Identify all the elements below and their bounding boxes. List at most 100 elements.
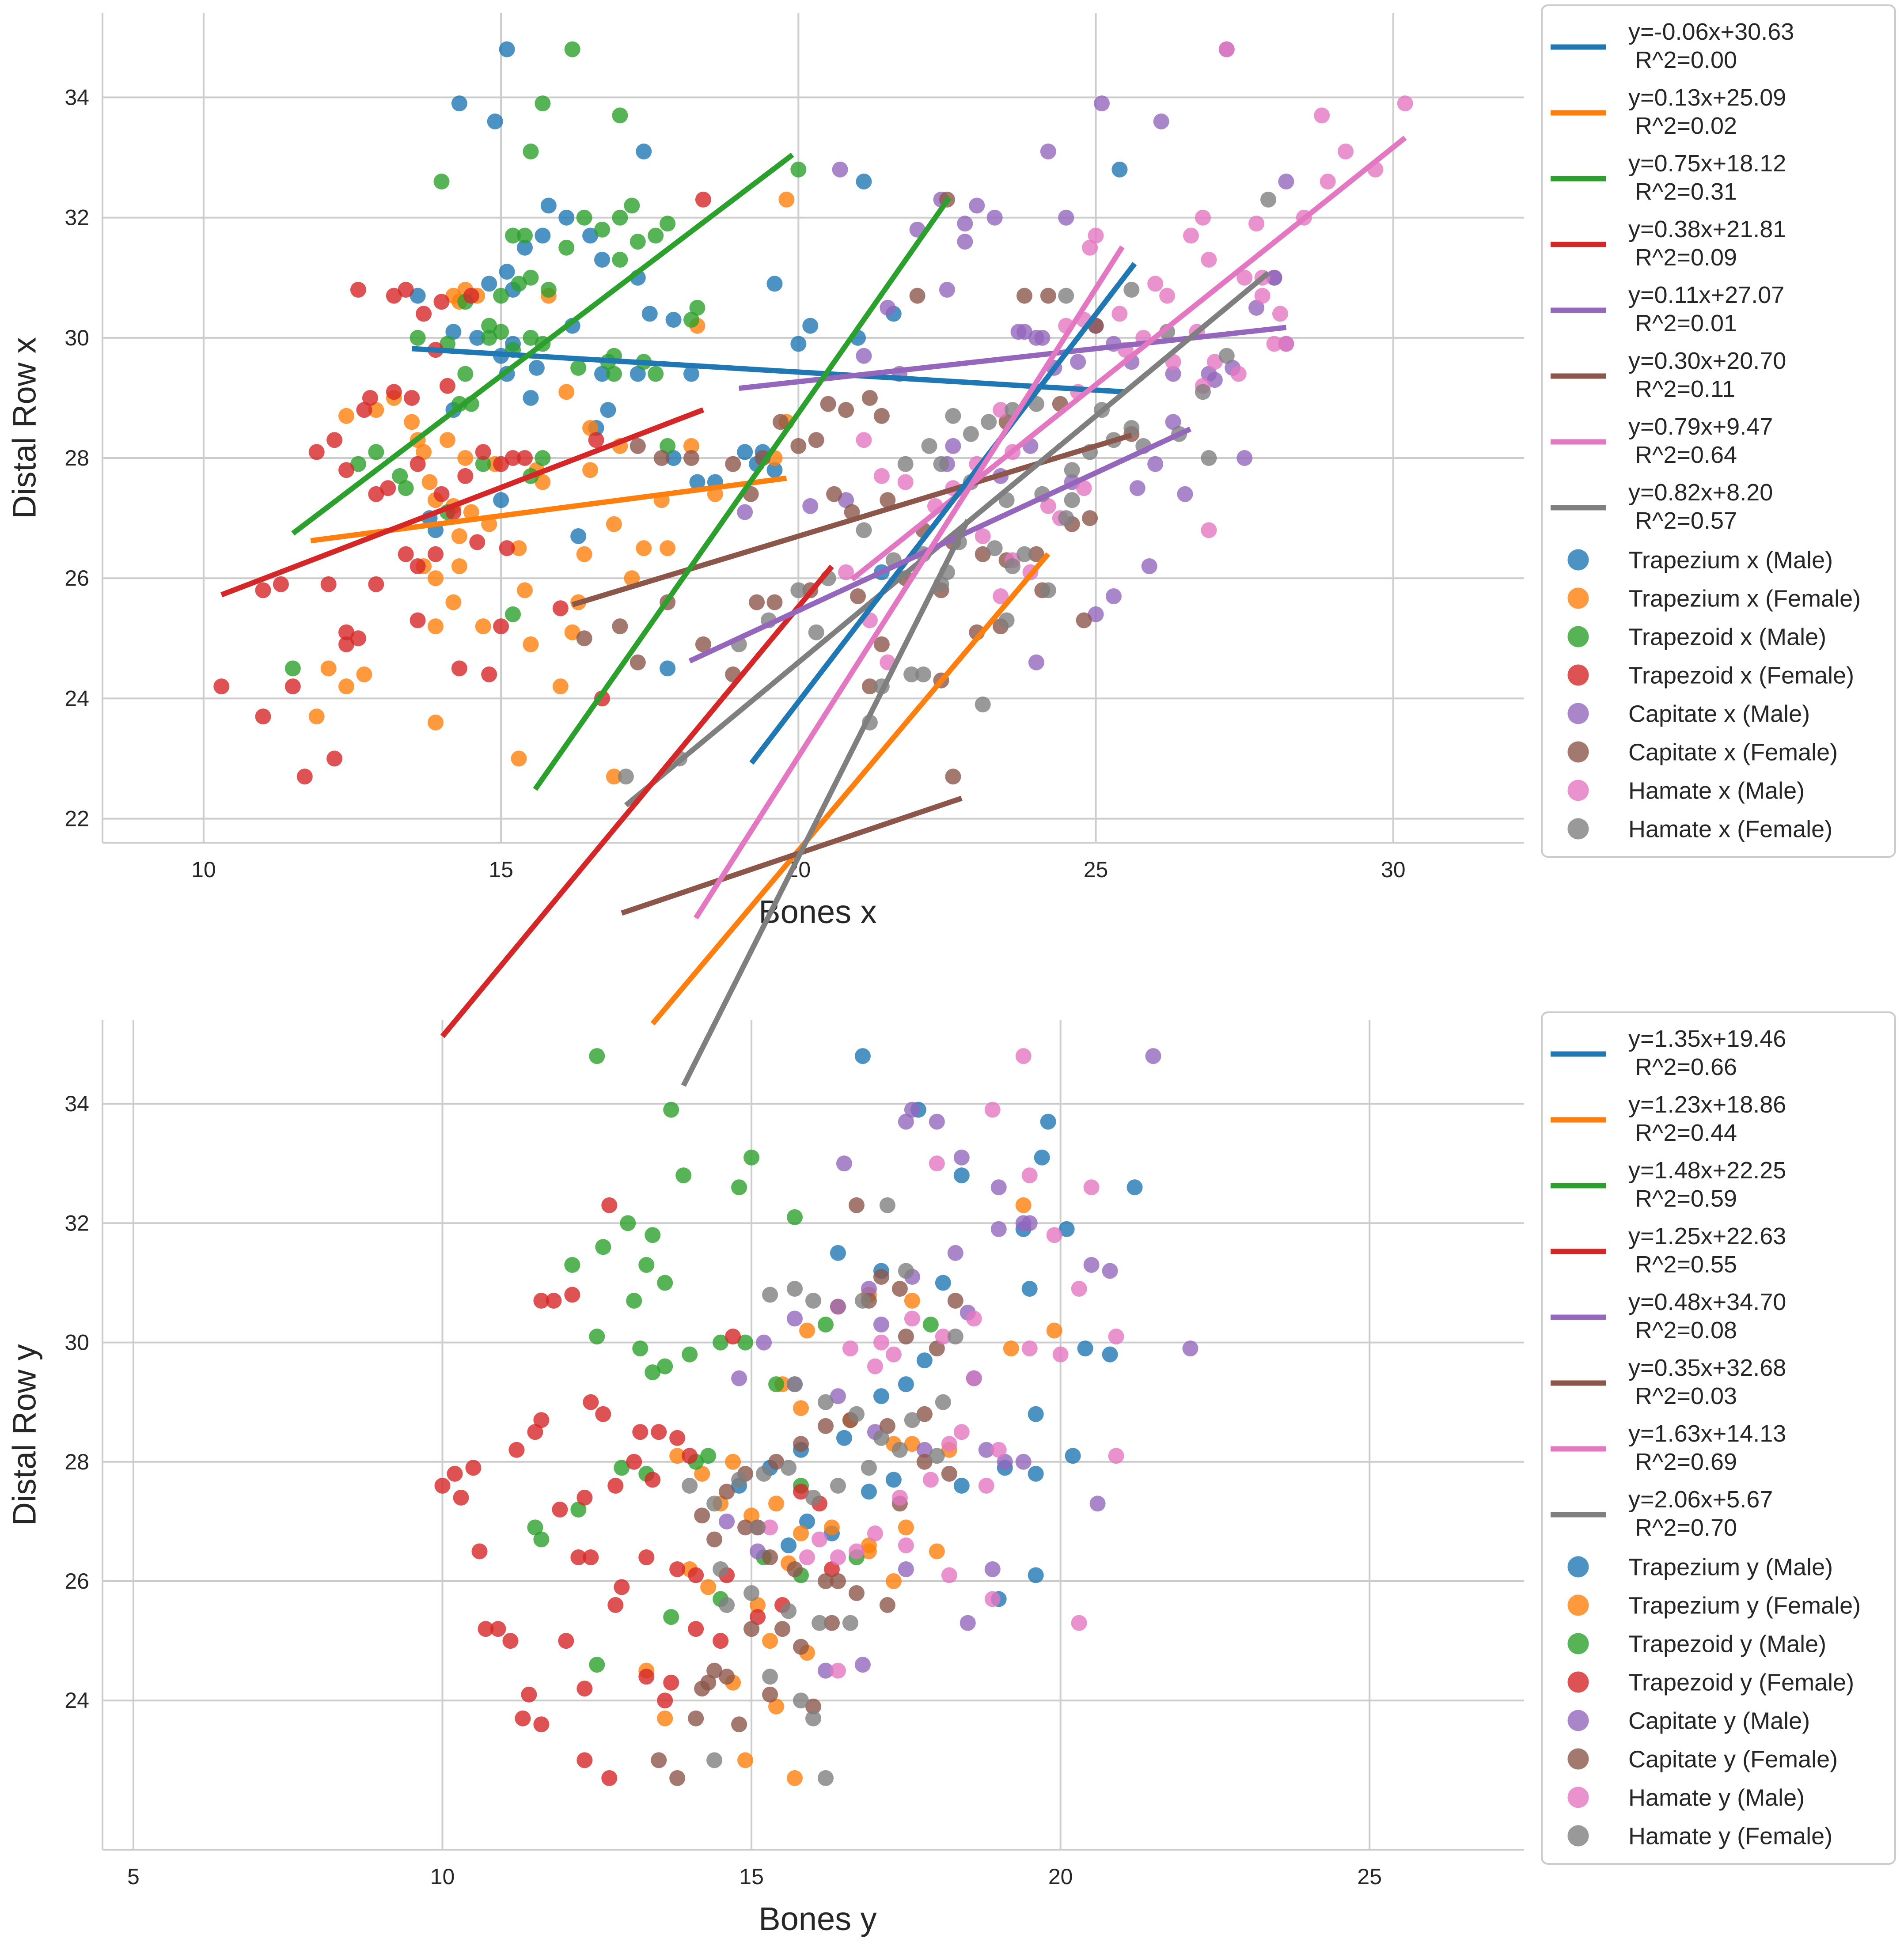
data-point [836, 1155, 852, 1172]
data-point [990, 1442, 1007, 1458]
data-point [719, 1484, 735, 1500]
y-axis-label: Distal Row x [6, 337, 43, 519]
data-point [410, 612, 426, 628]
legend-series-label: Trapezoid y (Female) [1628, 1669, 1854, 1696]
data-point [778, 191, 795, 208]
data-point [975, 528, 991, 544]
data-point [1266, 269, 1282, 286]
data-point [743, 1149, 760, 1166]
data-point [558, 239, 575, 256]
legend-series-label: Hamate y (Male) [1628, 1785, 1805, 1811]
y-tick-label: 30 [64, 1330, 89, 1355]
data-point [898, 1263, 914, 1279]
data-point [606, 516, 622, 532]
data-point [953, 1477, 970, 1494]
data-point [904, 1102, 920, 1118]
data-point [682, 1477, 698, 1494]
data-point [1230, 366, 1247, 382]
data-point [350, 456, 366, 472]
data-point [445, 594, 462, 610]
legend-regression-label: y=0.30x+20.70 R^2=0.11 [1628, 348, 1786, 402]
data-point [1236, 450, 1253, 466]
y-tick-label: 32 [64, 205, 89, 230]
regression-line [650, 552, 1051, 1026]
data-point [998, 612, 1015, 628]
data-point [1272, 306, 1288, 322]
legend-marker [1567, 1556, 1589, 1578]
data-point [626, 1454, 642, 1470]
data-point [787, 1310, 803, 1327]
data-point [688, 1710, 704, 1726]
data-point [781, 1537, 797, 1553]
data-point [731, 1179, 747, 1196]
data-point [451, 660, 467, 677]
data-point [533, 1412, 550, 1428]
data-point [1165, 366, 1181, 382]
data-point [706, 1752, 723, 1768]
data-point [790, 438, 807, 454]
data-point [570, 1501, 587, 1518]
data-point [830, 1549, 846, 1565]
data-point [451, 95, 467, 112]
data-point [1266, 336, 1282, 352]
data-point [766, 594, 783, 610]
data-point [1147, 456, 1164, 472]
data-point [570, 360, 587, 376]
data-point [523, 390, 539, 406]
data-point [505, 227, 521, 244]
data-point [743, 1585, 760, 1601]
data-point [768, 1454, 785, 1470]
data-point [657, 1275, 673, 1291]
data-point [916, 1442, 933, 1458]
legend-marker [1567, 1787, 1589, 1808]
data-point [1058, 288, 1074, 304]
data-point [762, 1519, 778, 1536]
data-point [793, 1484, 809, 1500]
regression-line [533, 196, 952, 791]
data-point [830, 1573, 846, 1590]
data-point [398, 282, 414, 298]
data-point [848, 1585, 865, 1601]
data-point [511, 750, 527, 767]
data-point [1195, 384, 1211, 400]
data-point [663, 1609, 679, 1625]
data-point [787, 1209, 803, 1225]
data-point [941, 1436, 957, 1452]
data-point [737, 1519, 754, 1536]
regression-line [688, 426, 1191, 664]
data-point [817, 1573, 834, 1590]
data-point [891, 1280, 908, 1297]
data-point [960, 1615, 976, 1631]
data-point [700, 1579, 717, 1595]
data-point [386, 288, 402, 304]
legend-series-label: Hamate y (Female) [1628, 1823, 1832, 1850]
data-point [576, 630, 592, 647]
data-point [475, 444, 491, 460]
data-point [867, 1525, 883, 1541]
data-point [600, 402, 616, 418]
data-point [929, 1543, 945, 1560]
data-point [338, 636, 355, 652]
data-point [439, 378, 455, 394]
data-point [808, 624, 824, 640]
data-point [1028, 654, 1044, 670]
data-point [766, 462, 783, 478]
data-point [1201, 366, 1217, 382]
data-point [854, 1048, 871, 1064]
data-point [873, 636, 890, 652]
data-point [879, 1197, 895, 1213]
data-point [583, 1549, 599, 1565]
data-point [457, 366, 474, 382]
data-point [762, 1686, 778, 1703]
regression-line [220, 407, 705, 598]
data-point [416, 444, 432, 460]
data-point [1201, 450, 1217, 466]
data-point [1123, 420, 1140, 436]
data-point [1278, 336, 1294, 352]
data-point [533, 1293, 550, 1309]
series-points [682, 1197, 963, 1786]
legend-series-label: Trapezium x (Male) [1628, 547, 1833, 574]
data-point [505, 606, 521, 622]
data-point [416, 306, 432, 322]
data-point [688, 1621, 704, 1637]
